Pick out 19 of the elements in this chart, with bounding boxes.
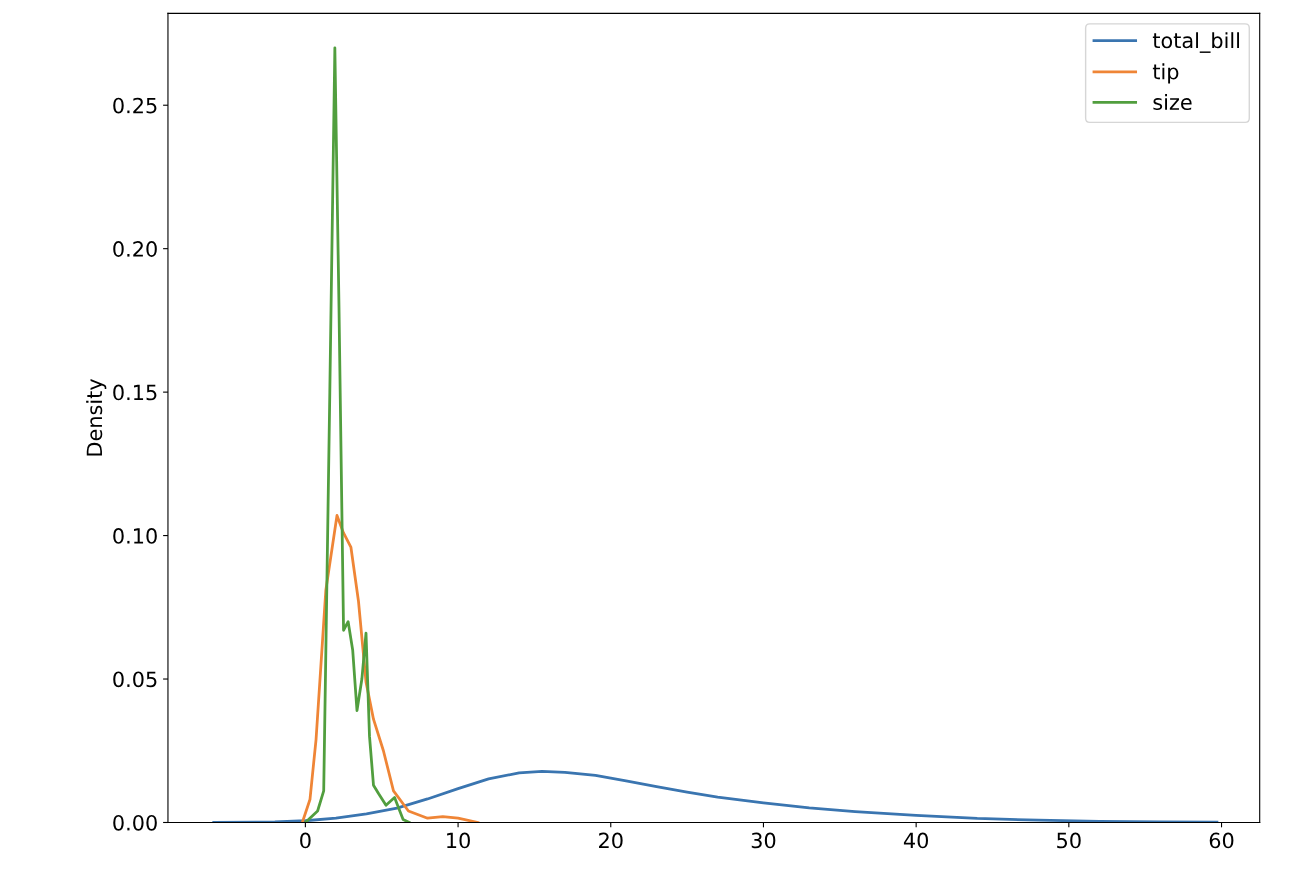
x-tick-label: 60: [1209, 832, 1234, 849]
x-tick-label: 40: [903, 832, 929, 849]
y-tick-label: 0.25: [113, 97, 157, 114]
legend-label: size: [1153, 93, 1192, 111]
line-series: [303, 46, 411, 823]
x-tick-label: 30: [751, 832, 776, 849]
x-tick-label: 20: [599, 832, 623, 849]
y-tick-label: 0.10: [113, 528, 157, 544]
x-tick-label: 50: [1057, 832, 1081, 849]
y-tick-label: 0.00: [113, 814, 157, 831]
line-series: [212, 770, 1219, 823]
legend-label: tip: [1152, 63, 1179, 84]
x-tick-label: 0: [300, 832, 311, 849]
y-tick-label: 0.05: [113, 671, 157, 688]
y-tick-label: 0.20: [113, 241, 157, 257]
y-axis-title: Density: [86, 378, 107, 456]
y-tick-label: 0.15: [113, 384, 157, 401]
x-tick-label: 10: [447, 832, 470, 849]
legend-label: total_bill: [1152, 32, 1239, 53]
